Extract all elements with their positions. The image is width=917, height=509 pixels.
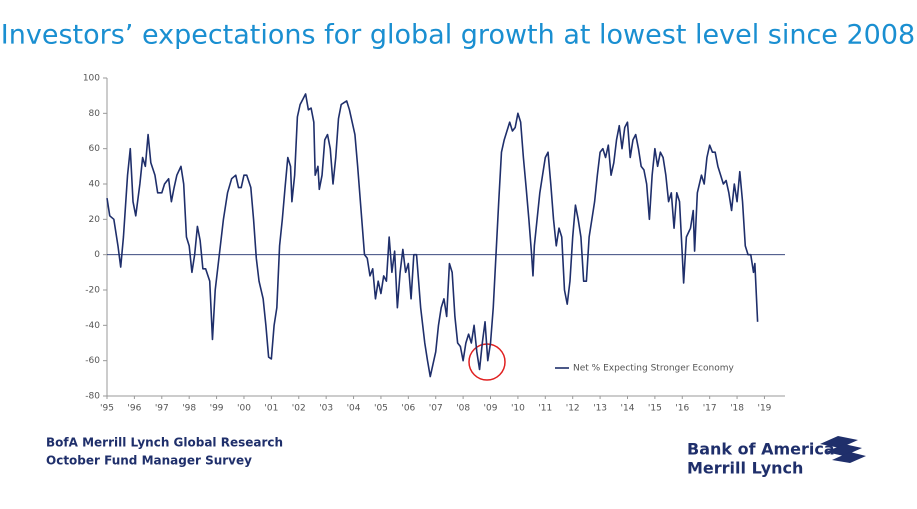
x-tick-label: '09 (484, 404, 498, 414)
y-tick-label: 100 (83, 74, 100, 84)
x-tick-label: '12 (566, 404, 580, 414)
y-tick-label: 80 (89, 109, 101, 119)
x-tick-label: '95 (100, 404, 114, 414)
x-tick-label: '01 (264, 404, 278, 414)
series-line (106, 93, 759, 378)
x-tick-label: '16 (675, 404, 689, 414)
y-tick-label: -20 (85, 286, 100, 296)
x-tick-label: '98 (182, 404, 196, 414)
logo-text: Bank of America (687, 440, 835, 459)
x-tick-label: '96 (127, 404, 141, 414)
x-tick-label: '11 (538, 404, 552, 414)
y-tick-label: 20 (89, 215, 101, 225)
x-tick-label: '14 (621, 404, 635, 414)
y-tick-label: 40 (89, 180, 101, 190)
x-tick-label: '15 (648, 404, 662, 414)
x-tick-label: '13 (593, 404, 607, 414)
y-tick-label: 60 (89, 144, 101, 154)
x-tick-label: '03 (319, 404, 333, 414)
x-tick-label: '10 (511, 404, 525, 414)
x-tick-label: '00 (237, 404, 251, 414)
x-tick-label: '99 (210, 404, 224, 414)
legend-label: Net % Expecting Stronger Economy (573, 364, 734, 374)
source-line: October Fund Manager Survey (46, 454, 252, 468)
y-tick-label: 0 (94, 250, 100, 260)
x-tick-label: '17 (703, 404, 717, 414)
x-tick-label: '08 (456, 404, 470, 414)
x-tick-label: '97 (155, 404, 169, 414)
x-tick-label: '04 (347, 404, 361, 414)
x-tick-label: '18 (730, 404, 744, 414)
chart-title: Investors’ expectations for global growt… (1, 20, 915, 51)
y-tick-label: -40 (85, 321, 100, 331)
x-tick-label: '02 (292, 404, 306, 414)
y-tick-label: -60 (85, 356, 100, 366)
x-tick-label: '07 (429, 404, 443, 414)
x-tick-label: '06 (401, 404, 415, 414)
x-tick-label: '19 (757, 404, 771, 414)
source-line: BofA Merrill Lynch Global Research (46, 436, 283, 450)
y-tick-label: -80 (85, 392, 100, 402)
logo-text: Merrill Lynch (687, 459, 803, 478)
x-tick-label: '05 (374, 404, 388, 414)
logo-flag (820, 436, 866, 463)
